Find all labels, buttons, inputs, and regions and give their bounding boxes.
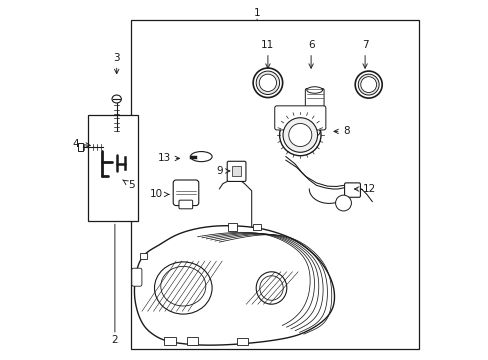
Ellipse shape xyxy=(253,68,282,98)
Bar xyxy=(131,20,418,349)
Ellipse shape xyxy=(354,71,382,98)
FancyBboxPatch shape xyxy=(132,268,142,286)
Bar xyxy=(163,337,176,345)
Circle shape xyxy=(288,123,311,147)
Bar xyxy=(186,337,197,345)
Ellipse shape xyxy=(256,71,279,94)
Circle shape xyxy=(335,195,351,211)
FancyBboxPatch shape xyxy=(274,106,325,130)
Circle shape xyxy=(283,118,317,152)
Text: 4: 4 xyxy=(73,139,90,149)
Ellipse shape xyxy=(112,95,121,103)
Ellipse shape xyxy=(190,152,212,162)
Text: 8: 8 xyxy=(333,126,349,136)
FancyBboxPatch shape xyxy=(344,183,360,197)
Bar xyxy=(88,115,138,221)
Ellipse shape xyxy=(256,272,286,304)
Text: 10: 10 xyxy=(149,189,168,199)
Bar xyxy=(228,223,237,231)
FancyBboxPatch shape xyxy=(305,89,324,115)
Ellipse shape xyxy=(259,74,276,91)
Ellipse shape xyxy=(309,127,320,136)
Ellipse shape xyxy=(154,262,212,314)
FancyBboxPatch shape xyxy=(227,161,245,181)
Polygon shape xyxy=(134,226,334,345)
Bar xyxy=(237,338,247,345)
Bar xyxy=(253,224,260,230)
Text: 13: 13 xyxy=(157,153,179,163)
Text: 9: 9 xyxy=(216,166,229,176)
Ellipse shape xyxy=(360,77,376,93)
Text: 3: 3 xyxy=(113,53,120,73)
Text: 11: 11 xyxy=(261,40,274,68)
Text: 6: 6 xyxy=(307,40,314,68)
Text: 2: 2 xyxy=(111,335,118,345)
FancyBboxPatch shape xyxy=(173,180,199,206)
Bar xyxy=(78,143,83,151)
FancyBboxPatch shape xyxy=(179,200,192,209)
Bar xyxy=(232,166,241,176)
Text: 7: 7 xyxy=(361,40,367,68)
FancyBboxPatch shape xyxy=(306,112,322,129)
Text: 1: 1 xyxy=(253,8,260,18)
Ellipse shape xyxy=(306,87,322,93)
Bar xyxy=(140,253,147,259)
Text: 5: 5 xyxy=(122,180,134,190)
Text: 12: 12 xyxy=(354,184,376,194)
Ellipse shape xyxy=(358,74,378,95)
Ellipse shape xyxy=(279,114,320,156)
